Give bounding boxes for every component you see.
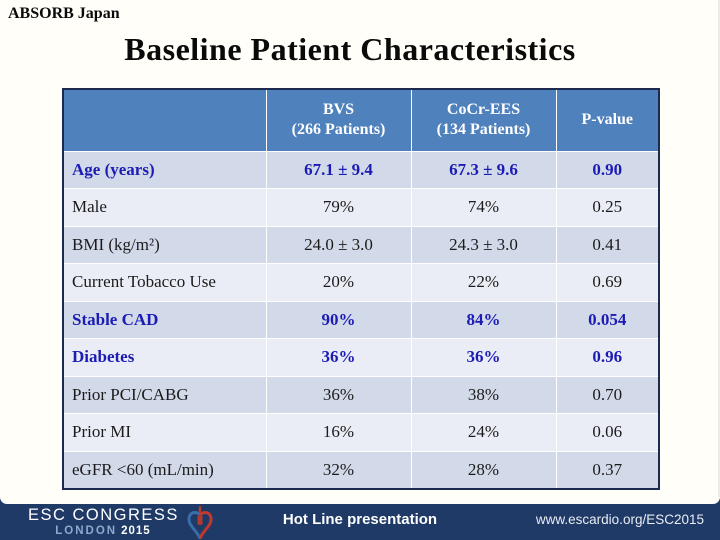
p-value: 0.37 <box>555 450 660 489</box>
p-value: 0.90 <box>555 150 660 189</box>
study-name: ABSORB Japan <box>8 5 120 22</box>
table-row: Male 79% 74% 0.25 <box>62 188 660 227</box>
header-empty-cell <box>62 88 267 152</box>
bvs-value: 24.0 ± 3.0 <box>265 225 412 264</box>
table-row: Stable CAD 90% 84% 0.054 <box>62 300 660 339</box>
esc-congress-location: LONDON 2015 <box>28 525 178 538</box>
esc-heart-logo-icon <box>187 505 213 539</box>
row-label: Male <box>62 188 267 227</box>
table-row: Current Tobacco Use 20% 22% 0.69 <box>62 263 660 302</box>
row-label: Age (years) <box>62 150 267 189</box>
header-bvs-column: BVS (266 Patients) <box>265 88 412 152</box>
cocr-value: 24.3 ± 3.0 <box>410 225 557 264</box>
row-label: Diabetes <box>62 338 267 377</box>
bvs-value: 79% <box>265 188 412 227</box>
p-value: 0.41 <box>555 225 660 264</box>
footer-session-title: Hot Line presentation <box>282 511 438 528</box>
table-row: BMI (kg/m²) 24.0 ± 3.0 24.3 ± 3.0 0.41 <box>62 225 660 264</box>
header-bvs-name: BVS <box>322 101 355 119</box>
p-value: 0.25 <box>555 188 660 227</box>
row-label: Prior MI <box>62 413 267 452</box>
row-label: Current Tobacco Use <box>62 263 267 302</box>
bvs-value: 67.1 ± 9.4 <box>265 150 412 189</box>
header-bvs-n: (266 Patients) <box>291 121 386 139</box>
table-row: Diabetes 36% 36% 0.96 <box>62 338 660 377</box>
table-row: Age (years) 67.1 ± 9.4 67.3 ± 9.6 0.90 <box>62 150 660 189</box>
header-pvalue-column: P-value <box>555 88 660 152</box>
baseline-characteristics-table: BVS (266 Patients) CoCr-EES (134 Patient… <box>62 88 660 490</box>
row-label: Stable CAD <box>62 300 267 339</box>
cocr-value: 22% <box>410 263 557 302</box>
bvs-value: 36% <box>265 375 412 414</box>
table-row: eGFR <60 (mL/min) 32% 28% 0.37 <box>62 450 660 489</box>
p-value: 0.70 <box>555 375 660 414</box>
cocr-value: 84% <box>410 300 557 339</box>
esc-congress-branding: ESC CONGRESS LONDON 2015 <box>28 506 178 538</box>
table-container: BVS (266 Patients) CoCr-EES (134 Patient… <box>62 88 660 490</box>
bvs-value: 16% <box>265 413 412 452</box>
header-cocr-name: CoCr-EES <box>446 101 521 119</box>
bvs-value: 90% <box>265 300 412 339</box>
header-pvalue-label: P-value <box>581 111 634 129</box>
footer-website-url: www.escardio.org/ESC2015 <box>535 512 704 527</box>
cocr-value: 67.3 ± 9.6 <box>410 150 557 189</box>
cocr-value: 38% <box>410 375 557 414</box>
esc-congress-label: ESC CONGRESS <box>28 506 179 524</box>
cocr-value: 36% <box>410 338 557 377</box>
p-value: 0.054 <box>555 300 660 339</box>
cocr-value: 24% <box>410 413 557 452</box>
row-label: eGFR <60 (mL/min) <box>62 450 267 489</box>
row-label: BMI (kg/m²) <box>62 225 267 264</box>
esc-year-label: 2015 <box>121 525 151 537</box>
bvs-value: 36% <box>265 338 412 377</box>
slide-title: Baseline Patient Characteristics <box>124 31 576 67</box>
p-value: 0.96 <box>555 338 660 377</box>
header-cocr-column: CoCr-EES (134 Patients) <box>410 88 557 152</box>
p-value: 0.06 <box>555 413 660 452</box>
table-header-row: BVS (266 Patients) CoCr-EES (134 Patient… <box>62 88 660 152</box>
bvs-value: 32% <box>265 450 412 489</box>
row-label: Prior PCI/CABG <box>62 375 267 414</box>
footer-bar: ESC CONGRESS LONDON 2015 Hot Line present… <box>0 497 720 540</box>
cocr-value: 74% <box>410 188 557 227</box>
table-row: Prior PCI/CABG 36% 38% 0.70 <box>62 375 660 414</box>
header-cocr-n: (134 Patients) <box>436 121 531 139</box>
bvs-value: 20% <box>265 263 412 302</box>
p-value: 0.69 <box>555 263 660 302</box>
table-row: Prior MI 16% 24% 0.06 <box>62 413 660 452</box>
esc-city-label: LONDON <box>55 525 118 537</box>
cocr-value: 28% <box>410 450 557 489</box>
